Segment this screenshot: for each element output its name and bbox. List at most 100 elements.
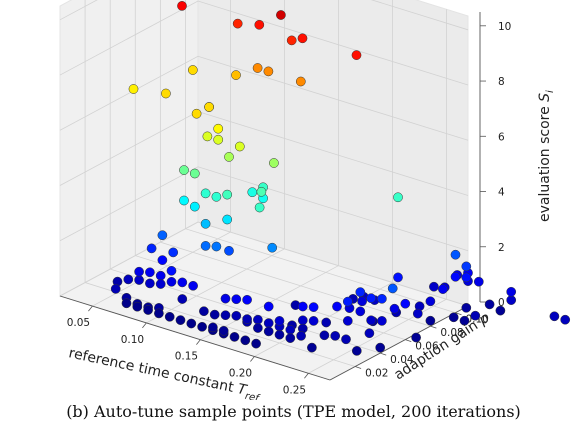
data-point	[224, 245, 234, 256]
data-point	[506, 286, 517, 297]
data-point	[132, 301, 143, 312]
data-point	[319, 330, 330, 341]
scatter-3d-plot: 0.050.100.150.200.250.020.040.060.080.10…	[58, 0, 571, 405]
data-point	[308, 302, 319, 312]
data-point	[389, 303, 400, 314]
data-point	[560, 314, 571, 325]
data-point	[341, 334, 351, 345]
data-point	[461, 261, 472, 272]
data-point	[199, 306, 209, 317]
y-tick-mark	[354, 366, 362, 369]
data-point	[231, 294, 242, 305]
data-point	[375, 342, 386, 353]
data-point	[297, 33, 308, 44]
data-point	[377, 293, 387, 304]
data-point	[351, 50, 362, 60]
data-point	[308, 316, 319, 326]
data-point	[332, 301, 342, 312]
data-point	[355, 306, 366, 317]
y-tick-mark	[405, 339, 412, 343]
data-point	[285, 333, 296, 343]
grid-z	[59, 0, 469, 86]
data-point	[154, 308, 164, 319]
data-point	[155, 270, 166, 281]
data-point	[188, 280, 198, 291]
data-point	[387, 283, 398, 294]
data-point	[191, 108, 202, 119]
y-tick-label: 0.08	[440, 327, 463, 339]
tick-labels: 0.050.100.150.200.250.020.040.060.080.10…	[67, 21, 512, 396]
z-tick-label: 2	[498, 242, 505, 254]
data-point	[274, 329, 285, 340]
data-point	[110, 284, 121, 294]
data-point	[157, 255, 168, 265]
data-points	[110, 1, 571, 356]
data-point	[366, 293, 376, 304]
data-point	[269, 158, 279, 168]
y-tick-label: 0.04	[390, 354, 414, 366]
data-point	[549, 311, 560, 322]
data-point	[429, 281, 439, 292]
data-point	[145, 267, 155, 278]
data-point	[240, 335, 251, 346]
data-point	[161, 88, 171, 99]
data-point	[209, 309, 220, 320]
data-point	[355, 287, 366, 297]
data-point	[425, 296, 436, 307]
grid-z	[59, 166, 469, 252]
data-point	[297, 315, 308, 326]
x-tick-label: 0.05	[67, 317, 90, 329]
data-point	[123, 274, 134, 285]
data-point	[177, 277, 188, 288]
z-axis-label: evaluation score Si	[537, 90, 556, 222]
z-tick-label: 0	[498, 297, 505, 309]
data-point	[267, 242, 278, 253]
data-point	[200, 241, 211, 251]
data-point	[128, 84, 139, 94]
data-point	[254, 202, 265, 213]
data-point	[495, 305, 506, 316]
data-point	[274, 316, 285, 326]
data-point	[263, 318, 274, 328]
data-point	[218, 325, 229, 336]
data-point	[484, 299, 495, 310]
data-point	[231, 310, 242, 321]
x-tick-mark	[142, 322, 147, 329]
data-point	[179, 165, 189, 175]
data-point	[220, 310, 231, 321]
data-point	[285, 324, 296, 335]
data-point	[177, 1, 187, 11]
data-point	[208, 322, 218, 333]
z-tick-label: 10	[498, 21, 511, 33]
data-point	[470, 310, 481, 321]
data-point	[202, 131, 213, 142]
data-point	[187, 65, 198, 75]
data-point	[393, 192, 403, 203]
data-point	[252, 63, 263, 73]
data-point	[254, 19, 265, 30]
y-tick-label: 0.02	[365, 368, 388, 380]
data-point	[364, 328, 375, 339]
data-point	[134, 266, 144, 277]
x-tick-mark	[250, 356, 255, 362]
data-point	[330, 331, 341, 341]
x-tick-mark	[88, 305, 93, 312]
data-point	[224, 152, 234, 162]
data-point	[234, 141, 245, 152]
data-point	[189, 201, 200, 212]
data-point	[357, 296, 367, 307]
y-axis-line	[329, 305, 469, 381]
z-tick-label: 8	[498, 76, 505, 88]
x-tick-label: 0.20	[229, 367, 252, 379]
data-point	[179, 195, 189, 206]
data-point	[253, 314, 263, 325]
data-point	[146, 243, 157, 254]
data-point	[242, 294, 252, 305]
data-point	[276, 10, 286, 20]
data-point	[459, 315, 470, 326]
data-point	[232, 18, 243, 29]
x-tick-label: 0.10	[121, 334, 144, 346]
data-point	[450, 249, 461, 260]
data-point	[256, 186, 267, 197]
data-point	[200, 218, 211, 229]
